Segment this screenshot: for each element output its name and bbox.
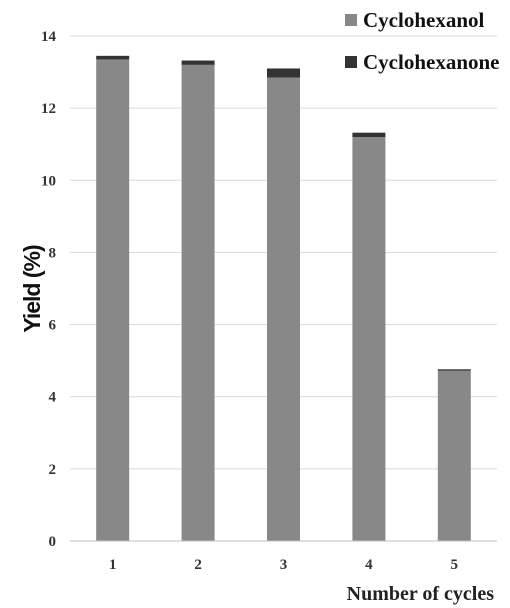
y-axis-ticks: 0 2 4 6 8 10 12 14 (41, 29, 57, 550)
x-tick-label-2: 2 (194, 557, 202, 573)
bar-cyclohexanol-3 (267, 77, 300, 541)
x-tick-label-5: 5 (451, 557, 459, 573)
bar-cyclohexanol-1 (96, 59, 130, 541)
bar-cyclohexanone-3 (267, 68, 300, 78)
legend-label-cyclohexanol: Cyclohexanol (363, 8, 485, 32)
y-tick-label-2: 2 (49, 462, 57, 478)
x-axis-ticks: 1 2 3 4 5 (109, 557, 458, 573)
bar-cyclohexanone-4 (352, 132, 386, 137)
bar-cyclohexanone-2 (181, 60, 215, 65)
legend-label-cyclohexanone: Cyclohexanone (363, 50, 500, 74)
x-tick-label-3: 3 (280, 557, 288, 573)
x-axis-title: Number of cycles (347, 583, 495, 605)
bar-cyclohexanol-5 (437, 370, 471, 541)
y-tick-label-0: 0 (49, 534, 57, 550)
y-axis-title: Yield (%) (19, 245, 45, 333)
legend-swatch-cyclohexanone (345, 56, 357, 68)
y-tick-label-4: 4 (49, 390, 57, 406)
bar-cyclohexanol-4 (352, 137, 386, 541)
y-tick-label-10: 10 (41, 173, 56, 189)
legend-swatch-cyclohexanol (345, 14, 357, 26)
bar-cyclohexanol-2 (181, 64, 215, 541)
bar-cyclohexanone-5 (437, 369, 471, 371)
x-tick-label-1: 1 (109, 557, 117, 573)
y-tick-label-14: 14 (41, 29, 57, 45)
bar-cyclohexanone-1 (96, 55, 130, 60)
y-tick-label-8: 8 (49, 245, 57, 261)
x-tick-label-4: 4 (365, 557, 373, 573)
y-tick-label-12: 12 (41, 101, 56, 117)
legend: Cyclohexanol Cyclohexanone (345, 8, 500, 74)
bars (96, 55, 471, 541)
y-tick-label-6: 6 (49, 318, 57, 334)
